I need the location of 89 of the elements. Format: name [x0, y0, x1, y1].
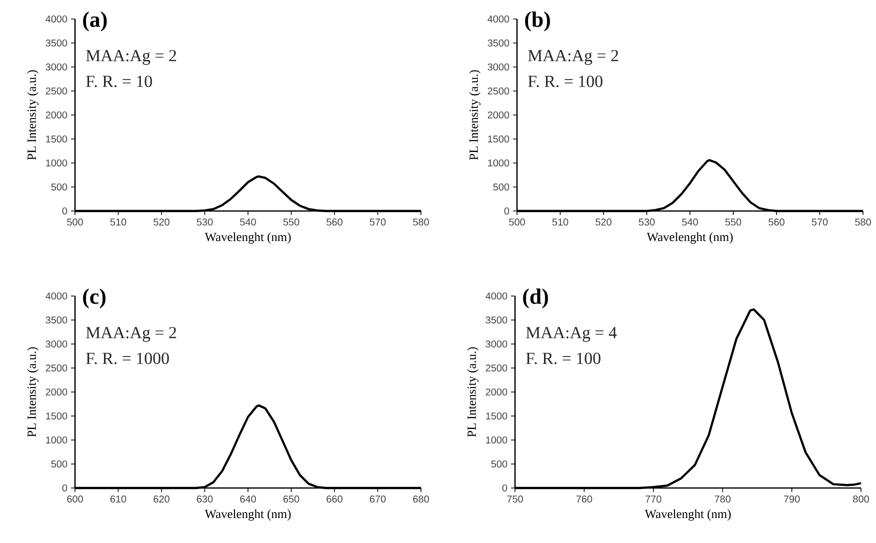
x-tick-label: 640 — [240, 496, 256, 503]
x-tick-label: 600 — [67, 496, 83, 503]
y-tick-label: 3500 — [46, 316, 68, 324]
x-tick-label: 630 — [196, 496, 213, 503]
y-tick-label: 3000 — [46, 340, 68, 348]
x-tick-label: 540 — [682, 218, 698, 226]
y-tick-label: 500 — [51, 460, 68, 468]
x-tick-label: 510 — [552, 218, 568, 226]
y-tick-label: 3000 — [486, 340, 508, 348]
x-tick-label: 530 — [638, 218, 655, 226]
y-tick-label: 2500 — [46, 364, 68, 372]
x-tick-label: 680 — [413, 496, 429, 503]
x-tick-label: 500 — [509, 218, 525, 226]
y-tick-label: 1500 — [486, 412, 508, 420]
y-tick-label: 3500 — [46, 39, 68, 47]
y-tick-label: 500 — [493, 183, 510, 191]
x-tick-label: 670 — [370, 496, 386, 503]
y-axis-title: PL Intensity (a.u.) — [27, 70, 38, 160]
x-tick-label: 560 — [326, 218, 342, 226]
x-axis-title: Wavelenght (nm) — [204, 232, 291, 244]
x-tick-label: 530 — [196, 218, 213, 226]
y-tick-label: 2000 — [486, 388, 508, 396]
y-tick-label: 2500 — [486, 364, 508, 372]
y-tick-label: 0 — [504, 207, 510, 215]
y-tick-label: 4000 — [46, 292, 68, 300]
x-axis-title: Wavelenght (nm) — [644, 509, 731, 521]
x-tick-label: 770 — [646, 496, 662, 503]
x-tick-label: 780 — [714, 496, 731, 503]
x-tick-label: 500 — [67, 218, 83, 226]
annotation: F. R. = 1000 — [86, 352, 169, 364]
y-axis-title: PL Intensity (a.u.) — [467, 347, 478, 437]
x-tick-label: 560 — [768, 218, 784, 226]
x-tick-label: 520 — [596, 218, 612, 226]
x-tick-label: 520 — [154, 218, 170, 226]
y-axis-title: PL Intensity (a.u.) — [27, 347, 38, 437]
y-tick-label: 500 — [51, 183, 68, 191]
y-tick-label: 4000 — [46, 15, 68, 23]
chart-title: (b) — [525, 12, 550, 32]
x-axis-title: Wavelenght (nm) — [646, 232, 733, 244]
y-tick-label: 1000 — [486, 436, 508, 444]
x-tick-label: 550 — [725, 218, 742, 226]
x-tick-label: 610 — [110, 496, 126, 503]
y-tick-label: 2500 — [488, 87, 510, 95]
y-tick-label: 3000 — [46, 63, 68, 71]
x-tick-label: 550 — [283, 218, 300, 226]
x-tick-label: 620 — [154, 496, 170, 503]
x-tick-label: 580 — [413, 218, 429, 226]
y-tick-label: 500 — [491, 460, 508, 468]
y-tick-label: 1000 — [46, 436, 68, 444]
y-tick-label: 4000 — [486, 292, 508, 300]
x-tick-label: 790 — [784, 496, 800, 503]
y-tick-label: 1000 — [488, 159, 510, 167]
x-tick-label: 570 — [370, 218, 386, 226]
x-tick-label: 760 — [576, 496, 592, 503]
annotation: MAA:Ag = 2 — [528, 50, 618, 65]
x-tick-label: 650 — [283, 496, 300, 503]
y-tick-label: 0 — [62, 484, 68, 492]
annotation: F. R. = 100 — [526, 352, 600, 364]
y-tick-label: 3000 — [488, 63, 510, 71]
y-tick-label: 2500 — [46, 87, 68, 95]
y-tick-label: 2000 — [46, 111, 68, 119]
annotation: F. R. = 100 — [528, 76, 602, 88]
y-tick-label: 1500 — [46, 135, 68, 143]
annotation: MAA:Ag = 2 — [86, 50, 176, 65]
y-tick-label: 1500 — [46, 412, 68, 420]
annotation: MAA:Ag = 2 — [86, 326, 176, 342]
x-tick-label: 580 — [855, 218, 871, 226]
y-tick-label: 3500 — [486, 316, 508, 324]
y-tick-label: 1000 — [46, 159, 68, 167]
x-tick-label: 510 — [110, 218, 126, 226]
chart-title: (d) — [523, 288, 548, 308]
x-axis-title: Wavelenght (nm) — [204, 509, 291, 521]
x-tick-label: 800 — [853, 496, 869, 503]
x-tick-label: 750 — [507, 496, 523, 503]
y-tick-label: 0 — [502, 484, 508, 492]
y-tick-label: 0 — [62, 207, 68, 215]
chart-title: (c) — [83, 288, 106, 308]
annotation: MAA:Ag = 4 — [526, 326, 617, 342]
y-axis-title: PL Intensity (a.u.) — [469, 70, 480, 160]
y-tick-label: 3500 — [488, 39, 510, 47]
x-tick-label: 570 — [812, 218, 828, 226]
y-tick-label: 4000 — [488, 15, 510, 23]
y-tick-label: 1500 — [488, 135, 510, 143]
annotation: F. R. = 10 — [86, 76, 152, 88]
x-tick-label: 540 — [240, 218, 256, 226]
y-tick-label: 2000 — [46, 388, 68, 396]
y-tick-label: 2000 — [488, 111, 510, 119]
x-tick-label: 660 — [326, 496, 342, 503]
chart-title: (a) — [83, 12, 107, 32]
